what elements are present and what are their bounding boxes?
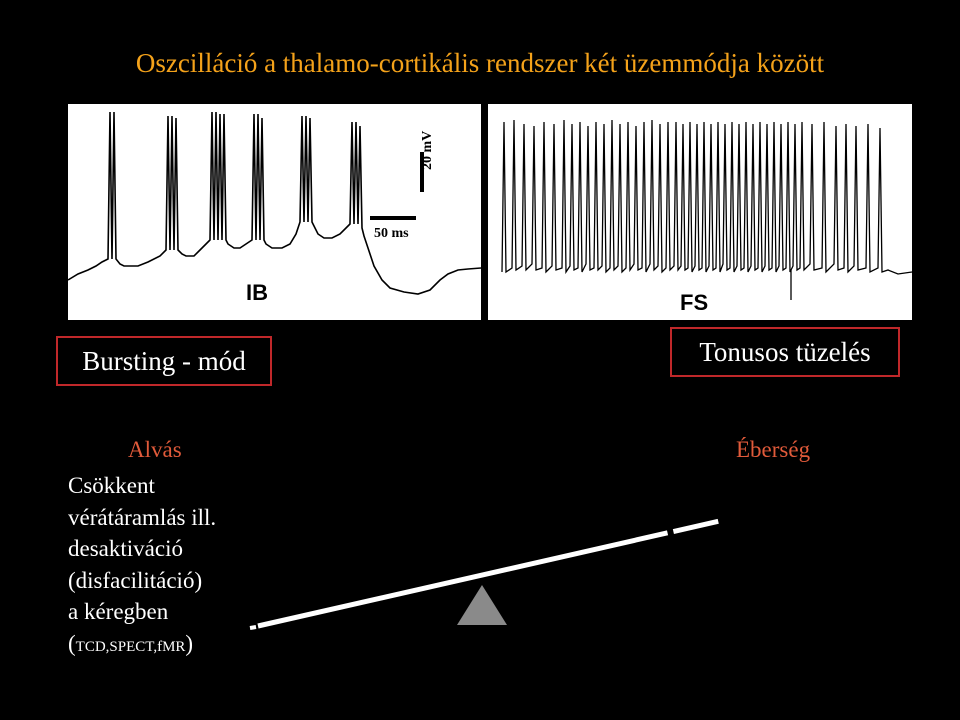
desc-line-6: (TCD,SPECT,fMR) [68, 630, 194, 656]
bursting-mode-box: Bursting - mód [56, 336, 272, 386]
desc-line-1: Csökkent [68, 473, 155, 498]
fs-trace-chart [501, 119, 912, 300]
sleep-label: Alvás [128, 437, 182, 462]
fulcrum-triangle [457, 585, 507, 625]
ib-trace-panel: 20 mV 50 ms IB [68, 104, 481, 320]
wake-label: Éberség [736, 437, 811, 462]
desc-line-4: (disfacilitáció) [68, 567, 203, 593]
scale-time-label: 50 ms [374, 226, 409, 241]
slide-title: Oszcilláció a thalamo-cortikális rendsze… [135, 48, 825, 78]
ib-voltage-trace [68, 111, 481, 295]
methods-list: TCD,SPECT,fMR [75, 638, 186, 655]
seesaw-beam [257, 517, 725, 629]
fs-voltage-trace [501, 119, 912, 275]
desc-line-3: desaktiváció [68, 536, 183, 561]
fs-trace-panel: FS [488, 104, 912, 320]
fs-label: FS [680, 290, 709, 315]
ib-label: IB [246, 280, 268, 305]
sleep-description: Csökkent vérátáramlás ill. desaktiváció … [68, 470, 216, 663]
desc-line-5: a kéregben [68, 599, 169, 624]
tonic-firing-box: Tonusos tüzelés [670, 327, 900, 377]
ib-trace-chart [68, 111, 481, 295]
desc-line-2: vérátáramlás ill. [68, 504, 217, 530]
